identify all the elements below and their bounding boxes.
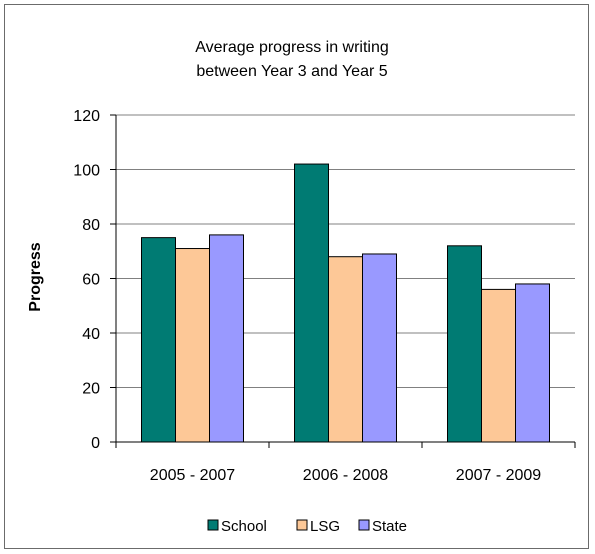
- bars: [141, 163, 550, 443]
- y-tick-labels: 0 20 40 60 80 100 120: [73, 108, 100, 452]
- axes: [110, 114, 576, 448]
- legend-swatch-state: [358, 519, 370, 531]
- bar-school-2: [294, 163, 329, 443]
- legend-swatch-school: [207, 519, 219, 531]
- y-tick-label: 80: [82, 217, 100, 234]
- x-tick-label: 2006 - 2008: [303, 467, 389, 484]
- bar-lsg-1: [175, 248, 210, 443]
- y-tick-label: 20: [82, 381, 100, 398]
- y-tick-label: 60: [82, 272, 100, 289]
- y-tick-label: 40: [82, 326, 100, 343]
- legend-label-school: School: [221, 518, 267, 535]
- legend: School LSG State: [207, 518, 407, 535]
- bar-lsg-2: [328, 256, 363, 443]
- bar-school-3: [447, 245, 482, 443]
- y-tick-label: 100: [73, 163, 100, 180]
- legend-label-state: State: [372, 518, 407, 535]
- chart-title-line-2: between Year 3 and Year 5: [196, 63, 387, 80]
- y-axis-label: Progress: [27, 242, 44, 311]
- x-tick-labels: 2005 - 2007 2006 - 2008 2007 - 2009: [150, 467, 542, 484]
- bar-state-1: [209, 234, 244, 443]
- chart-title-line-1: Average progress in writing: [195, 39, 389, 56]
- x-tick-label: 2005 - 2007: [150, 467, 236, 484]
- y-tick-label: 0: [91, 435, 100, 452]
- bar-state-2: [362, 253, 397, 443]
- bar-lsg-3: [481, 288, 516, 443]
- bar-state-3: [515, 283, 550, 443]
- legend-swatch-lsg: [296, 519, 308, 531]
- y-tick-label: 120: [73, 108, 100, 125]
- bar-school-1: [141, 237, 176, 443]
- x-tick-label: 2007 - 2009: [456, 467, 542, 484]
- legend-label-lsg: LSG: [310, 518, 340, 535]
